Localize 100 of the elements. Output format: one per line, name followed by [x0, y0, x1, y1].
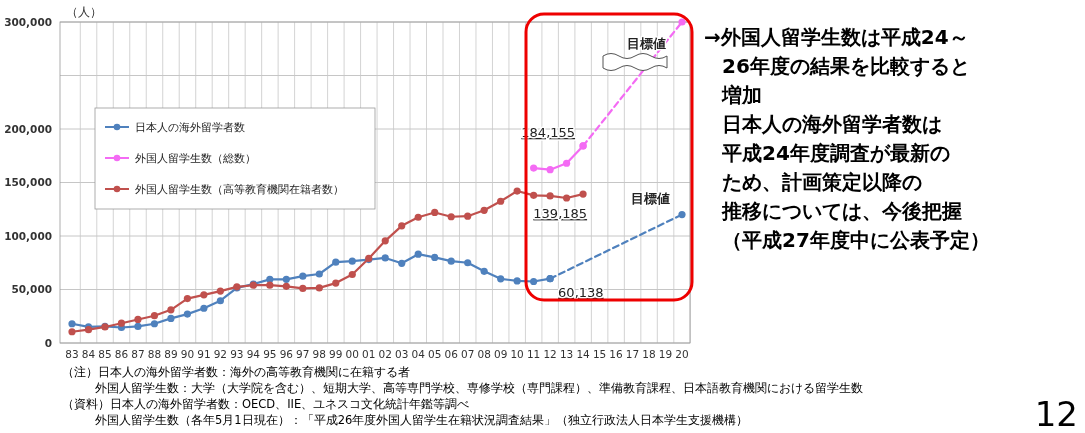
y-tick-label: 150,000 — [4, 176, 52, 189]
point — [150, 312, 159, 320]
y-tick-label: 50,000 — [11, 283, 52, 296]
text: （注）日本人の海外留学者数：海外の高等教育機関に在籍する者 — [62, 365, 410, 379]
x-tick-label: 03 — [395, 348, 409, 360]
x-tick-label: 12 — [543, 348, 557, 360]
x-tick-label: 00 — [345, 348, 359, 360]
x-tick-label: 15 — [592, 348, 607, 360]
x-tick-label: 05 — [428, 348, 442, 360]
y-axis-title: （人） — [66, 5, 102, 19]
point — [513, 277, 521, 285]
point — [266, 281, 274, 289]
x-tick-label: 89 — [164, 348, 178, 360]
x-tick-label: 97 — [296, 348, 310, 360]
text: （資料）日本人の海外留学者数：OECD、IIE、ユネスコ文化統計年鑑等調べ — [62, 397, 470, 411]
x-tick-label: 19 — [658, 348, 673, 360]
text: 平成24年度調査が最新の — [721, 141, 950, 165]
point — [447, 257, 455, 265]
x-tick-label: 98 — [312, 348, 326, 360]
x-tick-label: 04 — [411, 348, 426, 360]
point — [216, 287, 224, 295]
x-tick-label: 95 — [263, 348, 277, 360]
x-tick-label: 94 — [246, 348, 261, 360]
point — [183, 295, 192, 303]
point — [546, 275, 554, 283]
x-tick-label: 08 — [477, 348, 491, 360]
point — [381, 254, 389, 262]
point — [167, 314, 175, 322]
text: 外国人留学生数（各年5月1日現在）：「平成26年度外国人留学生在籍状況調査結果」（独立行政法人日本学生支援機構） — [95, 413, 749, 427]
x-tick-label: 06 — [444, 348, 459, 360]
x-tick-label: 87 — [131, 348, 145, 360]
text: →外国人留学生数は平成24～ — [704, 25, 969, 49]
y-tick-label: 300,000 — [4, 15, 52, 28]
point — [183, 310, 192, 318]
x-tick-label: 09 — [493, 348, 508, 360]
point — [431, 253, 439, 261]
x-tick-label: 10 — [510, 348, 524, 360]
point — [398, 259, 406, 267]
point — [464, 259, 472, 267]
y-tick-label: 200,000 — [4, 122, 52, 135]
point — [282, 282, 290, 290]
point — [497, 275, 505, 283]
legend-label: 日本人の海外留学者数 — [135, 120, 245, 133]
text: （平成27年度中に公表予定） — [722, 228, 990, 252]
text: ため、計画策定以降の — [722, 170, 922, 194]
point — [530, 164, 538, 172]
text: 日本人の海外留学者数は — [722, 112, 942, 136]
point — [414, 213, 422, 221]
annotation: 139,185 — [533, 206, 588, 222]
x-tick-label: 85 — [98, 348, 112, 360]
point — [134, 315, 142, 324]
text: 推移については、今後把握 — [721, 199, 962, 223]
text: 増加 — [721, 83, 762, 107]
x-tick-label: 17 — [625, 348, 640, 360]
text: 12 — [1034, 394, 1078, 433]
point — [68, 320, 76, 328]
point — [266, 275, 274, 283]
x-tick-label: 16 — [609, 348, 624, 360]
point — [563, 194, 571, 202]
point — [282, 275, 290, 283]
point — [513, 187, 521, 195]
x-tick-label: 91 — [197, 348, 211, 360]
point — [117, 319, 126, 327]
point — [563, 159, 571, 167]
legend-label: 外国人留学生数（総数） — [135, 151, 256, 164]
x-tick-label: 86 — [114, 348, 129, 360]
point — [431, 208, 439, 217]
point — [315, 270, 323, 278]
x-tick-label: 93 — [230, 348, 244, 360]
point — [497, 197, 505, 205]
x-tick-label: 18 — [642, 348, 656, 360]
x-tick-label: 14 — [576, 348, 591, 360]
point — [68, 328, 76, 336]
x-tick-label: 90 — [180, 348, 195, 360]
point — [464, 212, 472, 220]
point — [480, 206, 488, 214]
point — [414, 250, 422, 258]
x-tick-label: 83 — [65, 348, 79, 360]
point — [315, 284, 323, 292]
point — [332, 279, 340, 287]
point — [150, 320, 159, 328]
point — [678, 211, 686, 219]
point — [216, 297, 224, 305]
point — [299, 272, 307, 280]
point — [530, 191, 538, 199]
point — [348, 257, 356, 265]
x-tick-label: 02 — [378, 348, 392, 360]
x-tick-label: 07 — [460, 348, 475, 360]
x-tick-label: 92 — [213, 348, 228, 360]
point — [200, 304, 208, 312]
x-tick-label: 13 — [559, 348, 574, 360]
point — [480, 267, 488, 275]
annotation: 60,138 — [558, 284, 604, 300]
point — [381, 237, 389, 245]
x-tick-label: 20 — [675, 348, 689, 360]
point — [546, 192, 554, 200]
y-tick-label: 0 — [44, 336, 52, 349]
point — [134, 322, 142, 331]
point — [447, 213, 455, 221]
point — [579, 190, 587, 198]
